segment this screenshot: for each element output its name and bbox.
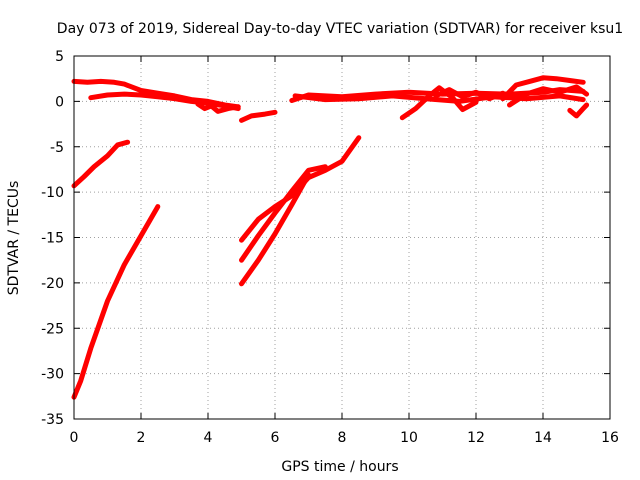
x-tick-label: 2: [137, 430, 146, 446]
y-tick-label: -20: [41, 276, 64, 292]
x-tick-label: 4: [204, 430, 213, 446]
series-arc-c: [195, 101, 241, 114]
x-tick-label: 6: [271, 430, 280, 446]
series-arc-p: [239, 172, 311, 287]
y-tick-label: 0: [55, 94, 64, 110]
series-arc-o: [239, 164, 328, 263]
x-tick-label: 12: [467, 430, 485, 446]
series-arc-i: [500, 75, 586, 102]
series-arc-h: [433, 87, 506, 102]
tick-marks: [73, 55, 611, 420]
x-tick-label: 10: [400, 430, 418, 446]
series-arc-k: [567, 102, 590, 119]
chart-title: Day 073 of 2019, Sidereal Day-to-day VTE…: [57, 21, 623, 37]
series-arc-l: [71, 139, 131, 189]
y-tick-label: -35: [41, 412, 64, 428]
y-tick-label: -5: [50, 140, 64, 156]
y-tick-label: -25: [41, 321, 64, 337]
y-tick-label: 5: [55, 49, 64, 65]
data-series: [71, 75, 590, 400]
series-arc-d: [239, 109, 278, 123]
series-arc-m: [71, 204, 161, 400]
series-arc-g: [399, 85, 479, 121]
y-tick-label: -10: [41, 185, 64, 201]
x-axis-label: GPS time / hours: [281, 459, 398, 475]
y-tick-label: -30: [41, 367, 64, 383]
series-arc-j: [507, 84, 590, 108]
x-tick-label: 0: [70, 430, 79, 446]
x-tick-label: 16: [601, 430, 619, 446]
y-axis-label: SDTVAR / TECUs: [6, 181, 22, 296]
series-arc-f: [292, 93, 586, 104]
series-arc-b: [88, 91, 241, 112]
x-tick-labels: 0 2 4 6 8 10 12 14 16: [70, 430, 619, 446]
x-tick-label: 14: [534, 430, 552, 446]
y-tick-label: -15: [41, 231, 64, 247]
x-tick-label: 8: [338, 430, 347, 446]
y-tick-labels: 5 0 -5 -10 -15 -20 -25 -30 -35: [41, 49, 64, 428]
